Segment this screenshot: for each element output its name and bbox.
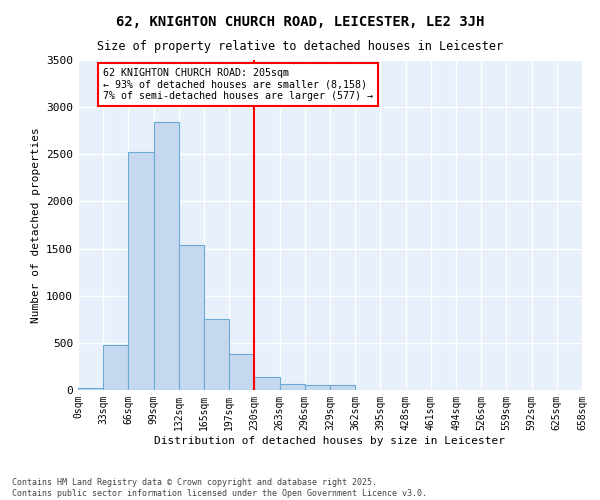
Text: Size of property relative to detached houses in Leicester: Size of property relative to detached ho… bbox=[97, 40, 503, 53]
X-axis label: Distribution of detached houses by size in Leicester: Distribution of detached houses by size … bbox=[155, 436, 505, 446]
Bar bbox=[128, 152, 154, 390]
Bar bbox=[179, 245, 204, 390]
Text: 62 KNIGHTON CHURCH ROAD: 205sqm
← 93% of detached houses are smaller (8,158)
7% : 62 KNIGHTON CHURCH ROAD: 205sqm ← 93% of… bbox=[103, 68, 373, 100]
Bar bbox=[330, 386, 355, 390]
Bar bbox=[280, 384, 305, 390]
Bar bbox=[229, 354, 254, 390]
Bar bbox=[154, 122, 179, 390]
Y-axis label: Number of detached properties: Number of detached properties bbox=[31, 127, 41, 323]
Bar bbox=[305, 386, 330, 390]
Text: Contains HM Land Registry data © Crown copyright and database right 2025.
Contai: Contains HM Land Registry data © Crown c… bbox=[12, 478, 427, 498]
Text: 62, KNIGHTON CHURCH ROAD, LEICESTER, LE2 3JH: 62, KNIGHTON CHURCH ROAD, LEICESTER, LE2… bbox=[116, 15, 484, 29]
Bar bbox=[103, 344, 128, 390]
Bar bbox=[254, 378, 280, 390]
Bar bbox=[78, 388, 103, 390]
Bar bbox=[204, 320, 229, 390]
